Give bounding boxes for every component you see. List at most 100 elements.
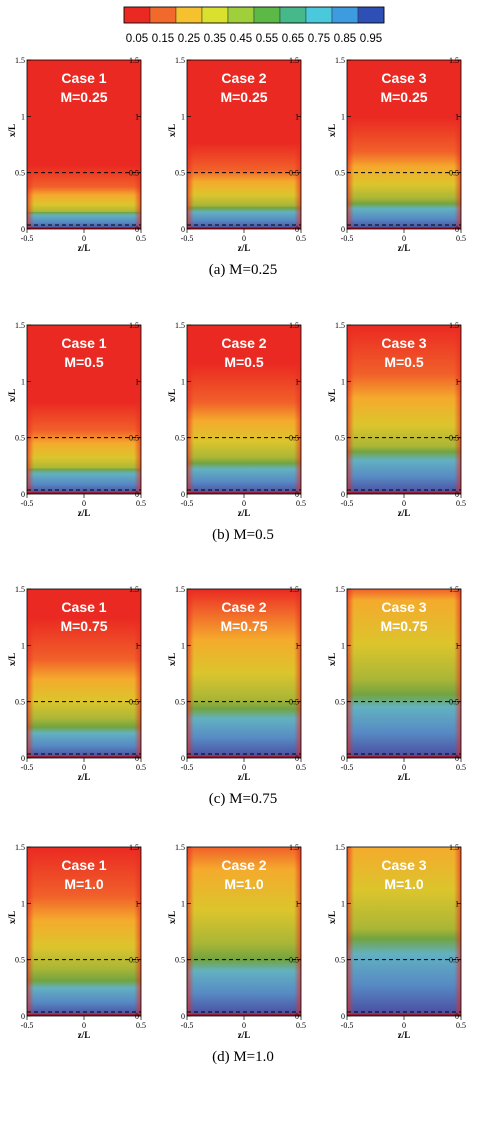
- x-tick-label: -0.5: [21, 1021, 34, 1030]
- y-tick-label-right: 1: [135, 377, 139, 386]
- case-title: Case 2: [221, 599, 266, 615]
- colorbar-tick-labels: 0.05 0.15 0.25 0.35 0.45 0.55 0.65 0.75 0.85 0.95: [126, 33, 382, 45]
- y-tick-label: 0: [341, 225, 345, 234]
- colorbar-tick-label: 0.45: [230, 33, 252, 45]
- x-tick-label: -0.5: [21, 499, 34, 508]
- y-tick-label-right: 1.5: [289, 585, 299, 594]
- x-tick-label: 0.5: [456, 1021, 466, 1030]
- y-tick-label: 1: [21, 112, 25, 121]
- y-tick-label-right: 1.5: [129, 56, 139, 65]
- y-tick-label-right: 0: [135, 225, 139, 234]
- colorbar-tick-label: 0.15: [152, 33, 174, 45]
- y-tick-label-right: 1.5: [289, 843, 299, 852]
- x-axis-label: z/L: [78, 1030, 91, 1040]
- heatmap-side-shading: [347, 60, 461, 229]
- y-tick-label: 1.5: [175, 585, 185, 594]
- case-blowing-ratio: M=1.0: [64, 876, 104, 892]
- heatmap-side-shading: [187, 325, 301, 494]
- y-tick-label-right: 0: [455, 754, 459, 763]
- x-tick-label: 0: [242, 763, 246, 772]
- y-tick-label: 1: [341, 641, 345, 650]
- y-tick-label-right: 0: [135, 490, 139, 499]
- heatmap-side-shading: [187, 847, 301, 1016]
- colorbar-swatch: [123, 6, 151, 24]
- x-axis-label: z/L: [238, 1030, 251, 1040]
- colorbar-tick-label: 0.75: [308, 33, 330, 45]
- y-axis-label: x/L: [327, 124, 337, 137]
- y-tick-label: 0: [181, 1012, 185, 1021]
- y-tick-label: 1: [181, 112, 185, 121]
- y-tick-label-right: 0.5: [289, 698, 299, 707]
- y-tick-label: 0: [181, 490, 185, 499]
- panel-caption: (c) M=0.75: [209, 791, 277, 807]
- y-tick-label-right: 0.5: [129, 434, 139, 443]
- y-tick-label: 1: [181, 377, 185, 386]
- x-tick-label: 0.5: [296, 763, 306, 772]
- y-tick-label: 0.5: [175, 434, 185, 443]
- x-tick-label: 0: [402, 1021, 406, 1030]
- y-tick-label: 1.5: [175, 843, 185, 852]
- case-title: Case 1: [61, 857, 106, 873]
- colorbar-swatch: [227, 6, 255, 24]
- panel-caption: (b) M=0.5: [212, 527, 274, 543]
- y-tick-label-right: 0.5: [129, 169, 139, 178]
- x-tick-label: 0.5: [456, 763, 466, 772]
- y-axis-label: x/L: [167, 389, 177, 402]
- y-tick-label: 1: [21, 377, 25, 386]
- x-axis-label: z/L: [78, 508, 91, 518]
- colorbar-tick-label: 0.25: [178, 33, 200, 45]
- x-tick-label: -0.5: [341, 234, 354, 243]
- case-blowing-ratio: M=0.25: [60, 89, 107, 105]
- y-tick-label: 0.5: [335, 169, 345, 178]
- x-tick-label: -0.5: [21, 234, 34, 243]
- y-tick-label: 1: [181, 641, 185, 650]
- y-tick-label: 0: [341, 754, 345, 763]
- y-tick-label-right: 1: [455, 641, 459, 650]
- y-tick-label: 0: [341, 490, 345, 499]
- y-axis-label: x/L: [167, 653, 177, 666]
- x-tick-label: 0.5: [296, 234, 306, 243]
- y-tick-label: 0.5: [175, 956, 185, 965]
- case-title: Case 3: [381, 599, 426, 615]
- colorbar-tick-label: 0.35: [204, 33, 226, 45]
- y-tick-label: 1: [21, 641, 25, 650]
- y-tick-label-right: 1: [295, 899, 299, 908]
- y-tick-label-right: 1.5: [129, 843, 139, 852]
- x-tick-label: -0.5: [181, 499, 194, 508]
- y-tick-label: 0: [21, 1012, 25, 1021]
- colorbar-swatch: [357, 6, 385, 24]
- case-title: Case 3: [381, 857, 426, 873]
- y-tick-label: 1.5: [15, 56, 25, 65]
- colorbar: η 0.050.150.250.350.450.550.650.750.850.…: [123, 3, 385, 45]
- y-tick-label: 1.5: [15, 321, 25, 330]
- y-tick-label-right: 1.5: [289, 56, 299, 65]
- case-blowing-ratio: M=0.75: [220, 618, 267, 634]
- x-tick-label: 0.5: [456, 499, 466, 508]
- y-tick-label: 1.5: [15, 843, 25, 852]
- y-tick-label: 0.5: [15, 434, 25, 443]
- case-title: Case 2: [221, 857, 266, 873]
- y-tick-label-right: 1.5: [449, 56, 459, 65]
- colorbar-tick-label: 0.55: [256, 33, 278, 45]
- y-axis-label: x/L: [7, 124, 17, 137]
- y-tick-label: 0.5: [175, 169, 185, 178]
- y-tick-label-right: 0.5: [449, 956, 459, 965]
- y-tick-label-right: 1: [295, 377, 299, 386]
- y-tick-label-right: 1: [295, 112, 299, 121]
- y-axis-label: x/L: [167, 124, 177, 137]
- colorbar-tick-label: 0.95: [360, 33, 382, 45]
- y-axis-label: x/L: [7, 389, 17, 402]
- y-tick-label: 1: [341, 112, 345, 121]
- x-tick-label: 0.5: [456, 234, 466, 243]
- colorbar-swatch: [305, 6, 333, 24]
- y-tick-label: 0: [21, 754, 25, 763]
- y-tick-label: 0: [181, 754, 185, 763]
- y-tick-label: 1: [181, 899, 185, 908]
- x-tick-label: 0: [82, 499, 86, 508]
- y-tick-label-right: 0.5: [449, 698, 459, 707]
- case-title: Case 2: [221, 70, 266, 86]
- x-tick-label: -0.5: [181, 234, 194, 243]
